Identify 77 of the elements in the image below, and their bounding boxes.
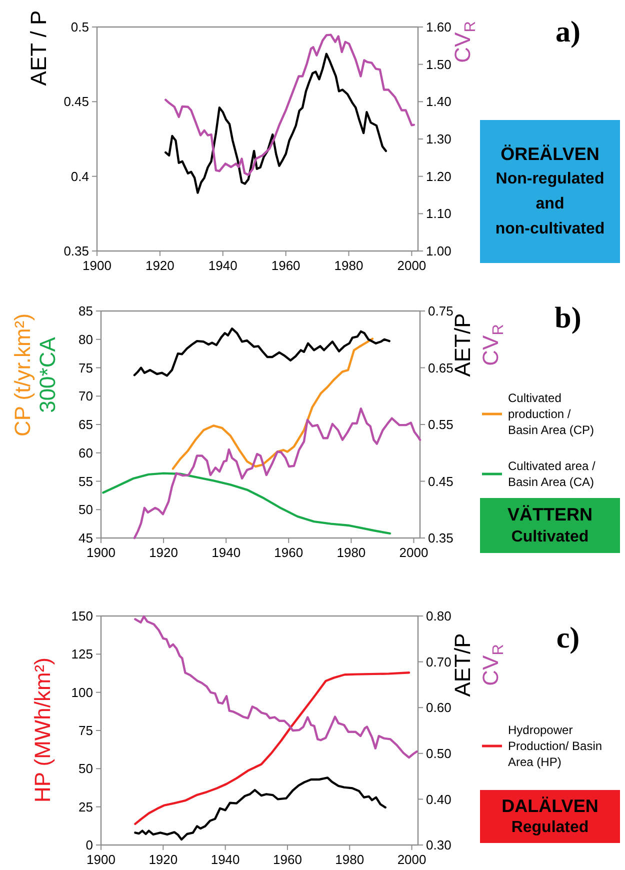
- x-tick-label: 1900: [86, 852, 116, 867]
- y2-tick-label: 0.45: [428, 474, 454, 489]
- line-series: [133, 408, 422, 540]
- y2-tick-label: 0.70: [426, 654, 452, 670]
- y-tick-label: 65: [78, 417, 93, 432]
- y2-tick-label: 0.30: [426, 838, 452, 853]
- line-series: [134, 776, 386, 841]
- y-tick-label: 125: [71, 646, 93, 662]
- y-tick-label: 0.5: [70, 20, 89, 35]
- y-axis-title: CP (t/yr.km²) 300*CA: [10, 313, 60, 437]
- y-tick-label: 0.35: [64, 244, 89, 259]
- line-series: [102, 472, 392, 535]
- y-axis-title: HP (MWh/km²): [30, 657, 54, 803]
- line-series: [134, 615, 418, 759]
- x-tick-label: 2000: [399, 545, 428, 560]
- text: ÖREÄLVEN Non-regulated and non-cultivated: [495, 144, 605, 238]
- y2-tick-label: 0.55: [428, 417, 454, 432]
- x-tick-label: 1920: [149, 545, 178, 560]
- y-tick-label: 50: [78, 502, 93, 518]
- y-tick-label: 70: [78, 388, 93, 404]
- y-tick-label: 0: [86, 838, 93, 853]
- y2-tick-label: 0.35: [428, 530, 454, 546]
- y2-tick-label: 1.20: [426, 168, 452, 184]
- y2-tick-label: 0.75: [428, 304, 454, 319]
- x-tick-label: 1980: [334, 258, 364, 273]
- y-tick-label: 55: [78, 474, 93, 489]
- x-tick-label: 1960: [271, 258, 300, 273]
- legend-label: Hydropower Production/ Basin Area (HP): [508, 723, 602, 769]
- x-tick-label: 1940: [208, 258, 238, 273]
- legend-label: Cultivated area / Basin Area (CA): [508, 459, 596, 489]
- y-tick-label: 45: [78, 530, 93, 546]
- x-tick-label: 1900: [82, 258, 112, 273]
- y-tick-label: 100: [71, 684, 93, 700]
- x-tick-label: 1960: [274, 545, 304, 560]
- y-tick-label: 75: [78, 360, 93, 376]
- y2-tick-label: 1.60: [426, 20, 452, 35]
- line-series: [164, 52, 387, 194]
- text: b): [554, 302, 582, 334]
- y-tick-label: 150: [71, 608, 93, 624]
- y2-tick-label: 0.80: [426, 608, 452, 624]
- x-tick-label: 1940: [210, 852, 240, 867]
- x-tick-label: 1920: [148, 852, 178, 867]
- text: a): [556, 16, 580, 48]
- line-series: [164, 34, 416, 176]
- y-tick-label: 60: [78, 445, 93, 460]
- x-tick-label: 1940: [212, 545, 241, 560]
- y-tick-label: 80: [78, 332, 93, 347]
- x-tick-label: 2000: [397, 258, 426, 273]
- x-tick-label: 2000: [397, 852, 426, 867]
- x-tick-label: 1960: [273, 852, 302, 867]
- y2-tick-label: 1.40: [426, 94, 452, 110]
- y2-tick-label: 1.10: [426, 206, 452, 222]
- x-tick-label: 1900: [86, 545, 116, 560]
- y-tick-label: 25: [78, 799, 93, 814]
- line-series: [134, 672, 410, 826]
- text: DALÄLVEN Regulated: [502, 796, 598, 836]
- y2-tick-label: 1.30: [426, 132, 452, 147]
- legend-label: Cultivated production / Basin Area (CP): [508, 391, 594, 437]
- y2-tick-label: 1.00: [426, 244, 452, 259]
- text: VÄTTERN Cultivated: [508, 504, 592, 546]
- y2-tick-label: 1.50: [426, 56, 452, 72]
- x-tick-label: 1980: [335, 852, 364, 867]
- y2-tick-label: 0.60: [426, 700, 452, 716]
- text: c): [556, 622, 580, 654]
- line-series: [133, 327, 390, 377]
- y-tick-label: 85: [78, 304, 93, 319]
- y-axis-title: AET / P: [26, 10, 50, 86]
- y-tick-label: 50: [78, 761, 93, 776]
- y2-tick-label: 0.40: [426, 792, 452, 807]
- x-tick-label: 1980: [336, 545, 366, 560]
- line-series: [172, 338, 374, 470]
- y-tick-label: 75: [78, 723, 93, 738]
- y-tick-label: 0.45: [64, 94, 89, 110]
- y2-tick-label: 0.50: [426, 746, 452, 761]
- x-tick-label: 1920: [145, 258, 174, 273]
- y2-tick-label: 0.65: [428, 360, 454, 376]
- y-tick-label: 0.4: [70, 168, 89, 184]
